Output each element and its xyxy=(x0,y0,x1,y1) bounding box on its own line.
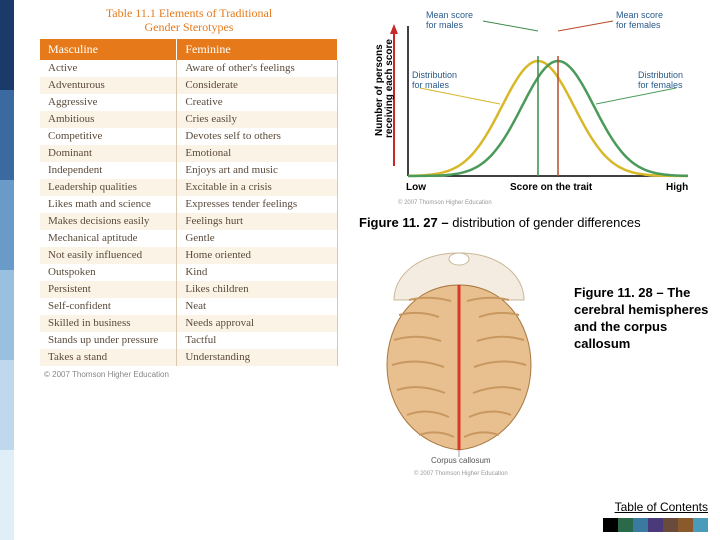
figure-28-number: Figure 11. 28 – xyxy=(574,285,664,300)
brain-figure: Corpus callosum © 2007 Thomson Higher Edu… xyxy=(359,245,559,480)
table-row: Makes decisions easilyFeelings hurt xyxy=(40,213,338,230)
table-row: Skilled in businessNeeds approval xyxy=(40,315,338,332)
svg-text:for females: for females xyxy=(616,20,661,30)
svg-text:© 2007 Thomson Higher Educatio: © 2007 Thomson Higher Education xyxy=(414,470,508,477)
table-row: PersistentLikes children xyxy=(40,281,338,298)
svg-text:Distribution: Distribution xyxy=(412,70,457,80)
table-title-line1: Table 11.1 Elements of Traditional xyxy=(106,6,272,20)
figure-27-number: Figure 11. 27 – xyxy=(359,215,449,230)
toc-link[interactable]: Table of Contents xyxy=(615,500,708,514)
svg-text:Low: Low xyxy=(406,182,426,193)
figure-27-text: distribution of gender differences xyxy=(449,215,641,230)
table-header: Masculine xyxy=(40,39,177,60)
table-row: OutspokenKind xyxy=(40,264,338,281)
svg-text:Mean score: Mean score xyxy=(426,10,473,20)
table-row: Stands up under pressureTactful xyxy=(40,332,338,349)
figure-27-caption: Figure 11. 27 – distribution of gender d… xyxy=(359,215,641,230)
table-header: Feminine xyxy=(177,39,338,60)
table-row: Takes a standUnderstanding xyxy=(40,349,338,366)
table-row: AdventurousConsiderate xyxy=(40,77,338,94)
traits-table: MasculineFeminine ActiveAware of other's… xyxy=(40,39,338,366)
svg-text:Distribution: Distribution xyxy=(638,70,683,80)
svg-text:Corpus callosum: Corpus callosum xyxy=(431,456,491,465)
svg-text:for males: for males xyxy=(412,80,450,90)
distribution-chart: Number of personsreceiving each scoreMea… xyxy=(364,6,720,206)
table-title-line2: Gender Sterotypes xyxy=(145,20,234,34)
table-row: DominantEmotional xyxy=(40,145,338,162)
table-row: Mechanical aptitudeGentle xyxy=(40,230,338,247)
svg-text:receiving each score: receiving each score xyxy=(384,39,395,138)
table-row: Likes math and scienceExpresses tender f… xyxy=(40,196,338,213)
svg-text:Mean score: Mean score xyxy=(616,10,663,20)
table-title: Table 11.1 Elements of Traditional Gende… xyxy=(40,6,338,35)
table-row: AmbitiousCries easily xyxy=(40,111,338,128)
svg-text:for females: for females xyxy=(638,80,683,90)
table-copyright: © 2007 Thomson Higher Education xyxy=(40,370,338,379)
table-row: IndependentEnjoys art and music xyxy=(40,162,338,179)
figure-28-caption: Figure 11. 28 – The cerebral hemispheres… xyxy=(574,285,720,353)
toc-color-swatches xyxy=(603,518,708,532)
table-row: AggressiveCreative xyxy=(40,94,338,111)
table-row: Leadership qualitiesExcitable in a crisi… xyxy=(40,179,338,196)
svg-text:High: High xyxy=(666,182,688,193)
decorative-side-stripes xyxy=(0,0,14,540)
table-row: ActiveAware of other's feelings xyxy=(40,60,338,77)
svg-text:© 2007 Thomson Higher Educatio: © 2007 Thomson Higher Education xyxy=(398,199,492,206)
table-row: CompetitiveDevotes self to others xyxy=(40,128,338,145)
svg-text:for males: for males xyxy=(426,20,464,30)
table-row: Not easily influencedHome oriented xyxy=(40,247,338,264)
table-row: Self-confidentNeat xyxy=(40,298,338,315)
svg-text:Score on the trait: Score on the trait xyxy=(510,182,593,193)
traits-table-block: Table 11.1 Elements of Traditional Gende… xyxy=(40,6,338,379)
